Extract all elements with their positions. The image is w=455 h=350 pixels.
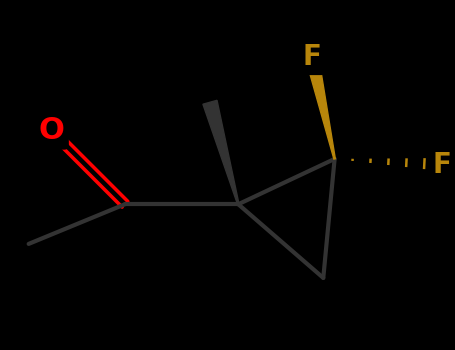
- Text: O: O: [38, 116, 64, 145]
- Text: F: F: [303, 43, 321, 71]
- Polygon shape: [305, 56, 335, 159]
- Text: F: F: [433, 150, 452, 178]
- Polygon shape: [203, 100, 239, 204]
